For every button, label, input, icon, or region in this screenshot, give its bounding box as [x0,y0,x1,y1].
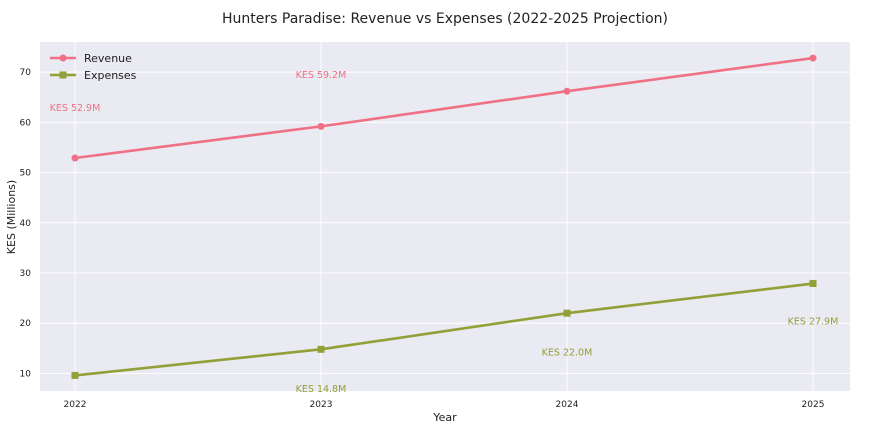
x-tick-label-2022: 2022 [64,400,87,410]
legend-swatch-expenses-marker [59,71,67,79]
data-point-expenses-2023 [317,345,325,353]
y-tick-label-70: 70 [20,68,32,78]
y-tick-label-60: 60 [20,118,32,128]
data-point-expenses-2024 [563,309,571,317]
y-tick-label-30: 30 [20,269,32,279]
series-group [71,54,817,379]
data-point-revenue-2023 [317,122,325,130]
y-tick-label-40: 40 [20,219,32,229]
x-tick-label-2023: 2023 [310,400,333,410]
x-axis-label: Year [432,411,457,424]
data-label-expenses-2025: KES 27.9M [788,317,839,328]
series-line-revenue [74,56,814,160]
data-point-expenses-2022 [71,371,79,379]
data-point-revenue-2022 [71,154,79,162]
legend-swatch-revenue-marker [59,54,67,62]
axis-ticks: 10 20 30 40 50 60 70 2022 2023 2024 2025 [20,68,825,410]
legend-label-expenses: Expenses [84,69,137,82]
y-tick-label-10: 10 [20,369,32,379]
data-label-expenses-2023: KES 14.8M [296,384,347,395]
y-axis-label: KES (Millions) [5,180,18,254]
y-tick-label-20: 20 [20,319,32,329]
x-tick-label-2024: 2024 [556,400,579,410]
data-label-revenue-2022: KES 52.9M [50,103,101,114]
chart-title: Hunters Paradise: Revenue vs Expenses (2… [222,11,668,27]
series-revenue [71,54,817,162]
data-point-expenses-2025 [809,280,817,288]
data-point-revenue-2025 [809,54,817,62]
series-expenses [71,280,817,379]
legend-entry-revenue: Revenue [50,52,132,65]
legend-entry-expenses: Expenses [50,69,137,82]
x-tick-label-2025: 2025 [802,400,825,410]
legend-label-revenue: Revenue [84,52,132,65]
legend: Revenue Expenses [50,52,137,82]
data-point-revenue-2024 [563,87,571,95]
data-label-revenue-2023: KES 59.2M [296,70,347,81]
data-label-expenses-2024: KES 22.0M [542,347,593,358]
annotations: KES 52.9M KES 59.2M KES 14.8M KES 22.0M KES … [50,70,839,395]
plot-area [40,42,850,391]
series-line-expenses [74,282,814,377]
y-tick-label-50: 50 [20,169,32,179]
